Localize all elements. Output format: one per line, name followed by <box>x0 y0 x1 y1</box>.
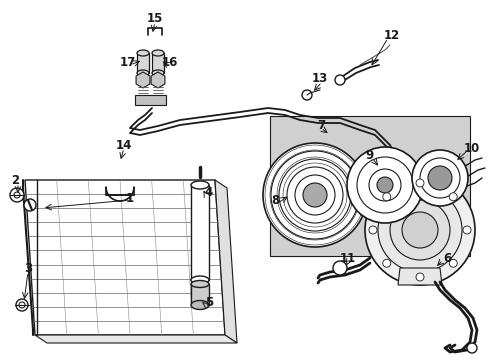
Polygon shape <box>25 180 224 335</box>
Circle shape <box>364 175 474 285</box>
Ellipse shape <box>152 70 163 76</box>
Text: 9: 9 <box>365 149 373 162</box>
Text: 16: 16 <box>162 55 178 68</box>
Circle shape <box>270 151 358 239</box>
Text: 6: 6 <box>442 252 450 265</box>
Circle shape <box>356 157 412 213</box>
Text: 8: 8 <box>270 194 279 207</box>
Circle shape <box>302 90 311 100</box>
Polygon shape <box>191 284 208 305</box>
Text: 2: 2 <box>11 174 19 186</box>
Text: 14: 14 <box>116 139 132 152</box>
Circle shape <box>368 226 376 234</box>
Circle shape <box>10 188 24 202</box>
Circle shape <box>466 343 476 353</box>
Circle shape <box>19 302 25 308</box>
Ellipse shape <box>152 50 163 56</box>
Circle shape <box>415 273 423 281</box>
Circle shape <box>415 179 423 187</box>
Circle shape <box>286 167 342 223</box>
Circle shape <box>14 192 20 198</box>
Circle shape <box>389 200 449 260</box>
Circle shape <box>401 212 437 248</box>
Text: 1: 1 <box>126 192 134 204</box>
Circle shape <box>279 159 350 231</box>
Polygon shape <box>35 335 237 343</box>
Ellipse shape <box>191 280 208 288</box>
Text: 13: 13 <box>311 72 327 85</box>
Circle shape <box>448 259 456 267</box>
Ellipse shape <box>137 50 149 56</box>
Circle shape <box>411 150 467 206</box>
Ellipse shape <box>191 276 208 284</box>
Circle shape <box>376 177 392 193</box>
Circle shape <box>334 75 345 85</box>
Polygon shape <box>152 53 163 73</box>
Polygon shape <box>137 53 149 73</box>
Circle shape <box>294 175 334 215</box>
Circle shape <box>382 193 390 201</box>
Text: 5: 5 <box>204 296 213 309</box>
Polygon shape <box>136 72 150 88</box>
Circle shape <box>382 259 390 267</box>
Polygon shape <box>215 180 237 343</box>
Ellipse shape <box>137 70 149 76</box>
Circle shape <box>16 299 28 311</box>
Polygon shape <box>269 116 469 256</box>
Polygon shape <box>397 268 441 285</box>
Polygon shape <box>191 185 208 280</box>
Circle shape <box>24 199 36 211</box>
Circle shape <box>263 143 366 247</box>
Text: 7: 7 <box>316 118 325 131</box>
Circle shape <box>462 226 470 234</box>
Circle shape <box>427 166 451 190</box>
Text: 3: 3 <box>24 261 32 274</box>
Circle shape <box>332 261 346 275</box>
Text: 15: 15 <box>146 12 163 24</box>
Polygon shape <box>397 175 441 192</box>
Circle shape <box>368 169 400 201</box>
Circle shape <box>346 147 422 223</box>
Ellipse shape <box>191 301 208 310</box>
Circle shape <box>448 193 456 201</box>
Text: 10: 10 <box>463 141 479 154</box>
Circle shape <box>303 183 326 207</box>
Text: 17: 17 <box>120 55 136 68</box>
Circle shape <box>377 188 461 272</box>
Text: 11: 11 <box>339 252 355 265</box>
Circle shape <box>419 158 459 198</box>
Text: 4: 4 <box>204 185 213 198</box>
Polygon shape <box>151 72 164 88</box>
Ellipse shape <box>191 181 208 189</box>
Polygon shape <box>135 95 165 105</box>
Text: 12: 12 <box>383 28 399 41</box>
